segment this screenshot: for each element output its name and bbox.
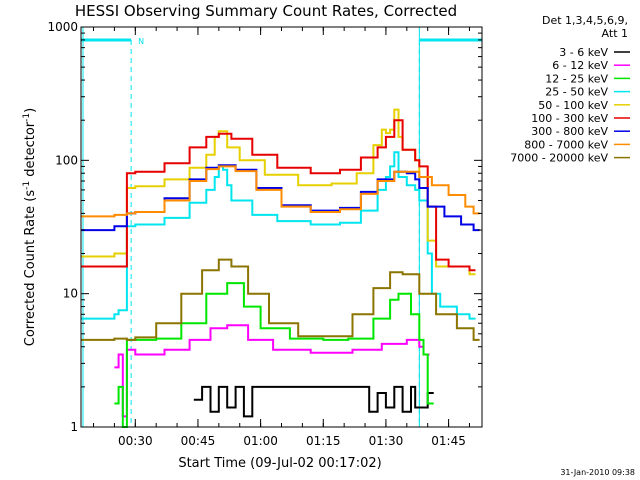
legend-header-1: Att 1 — [602, 27, 628, 40]
axis-ticks: 1 10 100 1000 00:30 00:45 01:00 01:15 01:30 01:45 — [47, 20, 482, 448]
y-tick-label-1: 10 — [63, 287, 78, 301]
plot-area: N — [81, 27, 482, 428]
legend-label-7: 800 - 7000 keV — [524, 138, 608, 151]
timestamp: 31-Jan-2010 09:38 — [560, 468, 635, 477]
series-line-3 — [81, 151, 476, 320]
legend-label-5: 100 - 300 keV — [531, 112, 608, 125]
night-marker-label: N — [138, 37, 144, 46]
x-tick-label-1: 00:45 — [181, 434, 216, 448]
legend-label-6: 300 - 800 keV — [531, 125, 608, 138]
legend-label-4: 50 - 100 keV — [538, 99, 608, 112]
x-tick-label-0: 00:30 — [118, 434, 153, 448]
x-tick-label-2: 01:00 — [243, 434, 278, 448]
series-line-7 — [81, 165, 480, 218]
y-tick-label-3: 1000 — [47, 20, 78, 34]
x-tick-label-3: 01:15 — [306, 434, 341, 448]
x-tick-label-4: 01:30 — [369, 434, 404, 448]
y-tick-label-0: 1 — [70, 420, 78, 434]
x-axis-label: Start Time (09-Jul-02 00:17:02) — [178, 456, 381, 471]
legend-label-1: 6 - 12 keV — [552, 59, 608, 72]
series-line-8 — [81, 258, 480, 341]
legend-header-0: Det 1,3,4,5,6,9, — [542, 14, 628, 27]
legend-label-8: 7000 - 20000 keV — [510, 152, 608, 165]
x-tick-label-5: 01:45 — [431, 434, 466, 448]
y-axis-label: Corrected Count Rate (s-1 detector-1) — [22, 108, 38, 346]
chart-title: HESSI Observing Summary Count Rates, Cor… — [75, 2, 457, 20]
legend-label-3: 25 - 50 keV — [545, 86, 608, 99]
legend-label-2: 12 - 25 keV — [545, 72, 608, 85]
y-tick-label-2: 100 — [55, 153, 78, 167]
series-line-0 — [193, 385, 434, 418]
series-line-5 — [81, 119, 476, 272]
legend-label-0: 3 - 6 keV — [559, 46, 608, 59]
